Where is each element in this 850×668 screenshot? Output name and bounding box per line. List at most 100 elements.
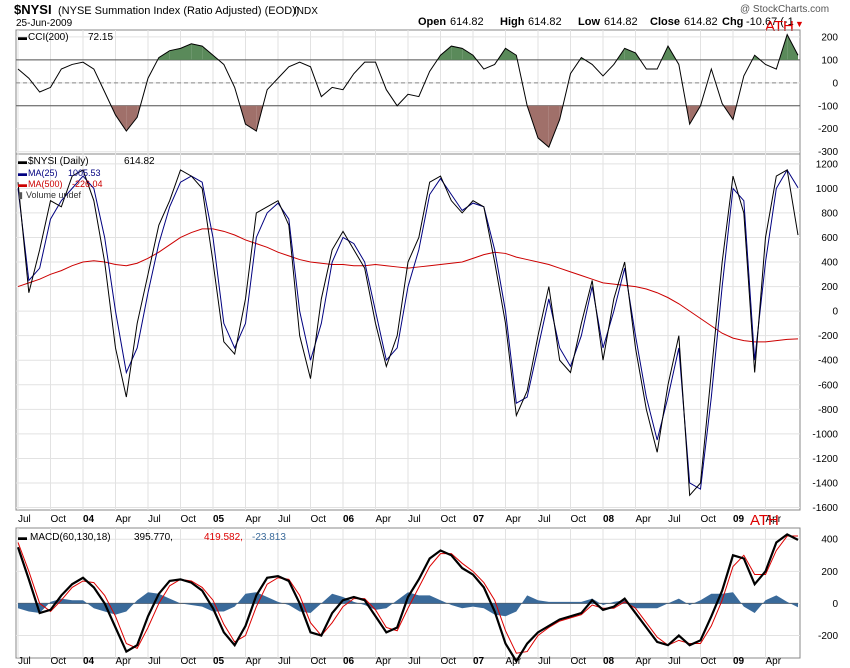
ath-label-bottom: ATH <box>750 512 779 529</box>
y-tick-label: 0 <box>832 78 838 89</box>
macd-legend-icon: ▬ <box>18 532 27 542</box>
x-tick-label-bottom: 05 <box>213 656 225 667</box>
x-tick-label-bottom: Jul <box>278 656 291 667</box>
y-tick-label: 200 <box>821 567 838 578</box>
histogram-legend-value: -23.813 <box>252 532 286 543</box>
y-tick-label: -300 <box>818 147 838 158</box>
y-tick-label: 0 <box>832 599 838 610</box>
watermark: @ StockCharts.com <box>740 4 829 15</box>
y-tick-label: 600 <box>821 233 838 244</box>
y-tick-label: -800 <box>818 405 838 416</box>
x-tick-label-top: 05 <box>213 514 225 525</box>
ma25-legend-label: MA(25) <box>28 168 58 178</box>
low-value: 614.82 <box>604 16 638 28</box>
ma500-legend-label: MA(500) <box>28 179 63 189</box>
grid-layer <box>16 30 800 658</box>
volume-legend-icon: ▮ <box>18 190 23 200</box>
cci-legend: ▬ CCI(200) 72.15 <box>18 32 113 43</box>
x-tick-label-top: Oct <box>311 514 327 525</box>
cci-extreme-fill <box>126 105 138 132</box>
x-tick-label-bottom: 06 <box>343 656 355 667</box>
x-tick-label-bottom: Apr <box>636 656 652 667</box>
x-tick-label-top: 09 <box>733 514 745 525</box>
macd-line <box>16 533 799 664</box>
y-tick-label: -1200 <box>812 454 838 465</box>
x-tick-label-bottom: 09 <box>733 656 745 667</box>
cci-extreme-fill <box>245 105 257 132</box>
y-tick-label: 0 <box>832 307 838 318</box>
price-legend-label: $NYSI (Daily) <box>28 156 89 167</box>
cci-extreme-fill <box>787 34 798 60</box>
open-value: 614.82 <box>450 16 484 28</box>
x-tick-label-top: Apr <box>246 514 262 525</box>
x-tick-label-top: Oct <box>51 514 67 525</box>
x-tick-label-top: Oct <box>441 514 457 525</box>
x-tick-label-bottom: Oct <box>571 656 587 667</box>
x-tick-label-top: Jul <box>18 514 31 525</box>
x-tick-label-bottom: Jul <box>668 656 681 667</box>
symbol-description: (NYSE Summation Index (Ratio Adjusted) (… <box>58 5 299 17</box>
x-tick-label-bottom: Jul <box>148 656 161 667</box>
y-tick-label: 200 <box>821 32 838 43</box>
cci-line <box>17 33 799 148</box>
close-label: Close <box>650 16 680 28</box>
ma500-line <box>17 228 799 343</box>
y-tick-label: 100 <box>821 55 838 66</box>
close-value: 614.82 <box>684 16 718 28</box>
x-tick-label-bottom: 07 <box>473 656 485 667</box>
x-tick-label-top: Apr <box>506 514 522 525</box>
x-tick-label-top: Apr <box>376 514 392 525</box>
high-value: 614.82 <box>528 16 562 28</box>
x-tick-label-bottom: Jul <box>538 656 551 667</box>
y-tick-label: 1000 <box>816 184 839 195</box>
x-tick-label-bottom: Oct <box>311 656 327 667</box>
ath-caret-icon: ▼ <box>795 19 804 29</box>
x-tick-label-top: 07 <box>473 514 485 525</box>
ma500-legend-value: -226.04 <box>72 179 103 189</box>
price-legend-icon: ▬ <box>18 156 27 166</box>
y-tick-label: 1200 <box>816 159 839 170</box>
y-tick-label: -200 <box>818 631 838 642</box>
x-tick-label-top: Jul <box>148 514 161 525</box>
x-tick-label-top: Apr <box>766 514 782 525</box>
cci-extreme-fill <box>440 46 452 60</box>
x-tick-label-bottom: Jul <box>18 656 31 667</box>
x-tick-label-bottom: Oct <box>441 656 457 667</box>
chg-label: Chg <box>722 16 743 28</box>
x-tick-label-bottom: 08 <box>603 656 615 667</box>
ma25-legend-icon: ▬ <box>18 168 27 178</box>
x-tick-label-top: Apr <box>116 514 132 525</box>
y-tick-label: -1600 <box>812 503 838 514</box>
x-tick-label-top: 06 <box>343 514 355 525</box>
x-tick-label-top: Jul <box>668 514 681 525</box>
cci-extreme-fill <box>451 46 463 60</box>
high-label: High <box>500 16 525 28</box>
x-tick-label-bottom: Apr <box>376 656 392 667</box>
date-label: 25-Jun-2009 <box>16 18 73 29</box>
lines-layer <box>16 33 799 664</box>
cci-extreme-fill <box>180 43 192 60</box>
y-tick-label: 400 <box>821 535 838 546</box>
x-tick-label-top: 08 <box>603 514 615 525</box>
x-tick-label-top: Jul <box>408 514 421 525</box>
macd-legend-value: 395.770, <box>134 532 173 543</box>
cci-extreme-fill <box>538 105 549 148</box>
y-tick-label: -200 <box>818 124 838 135</box>
x-tick-label-bottom: Apr <box>116 656 132 667</box>
signal-legend-value: 419.582, <box>204 532 243 543</box>
y-tick-label: -200 <box>818 331 838 342</box>
exchange-label: INDX <box>294 6 318 17</box>
macd-legend-label: MACD(60,130,18) <box>30 532 111 543</box>
volume-legend-label: Volume undef <box>26 190 82 200</box>
price-legend-value: 614.82 <box>124 156 155 167</box>
x-tick-label-top: Jul <box>278 514 291 525</box>
x-tick-label-bottom: Oct <box>181 656 197 667</box>
x-tick-label-bottom: Apr <box>506 656 522 667</box>
x-tick-label-bottom: 04 <box>83 656 95 667</box>
macd-legend: ▬ MACD(60,130,18) 395.770, 419.582, -23.… <box>18 532 286 543</box>
chg-value: -10.67 (-1 <box>746 16 794 28</box>
cci-extreme-fill <box>202 46 213 60</box>
ma25-line <box>17 168 799 490</box>
price-line <box>17 169 799 497</box>
